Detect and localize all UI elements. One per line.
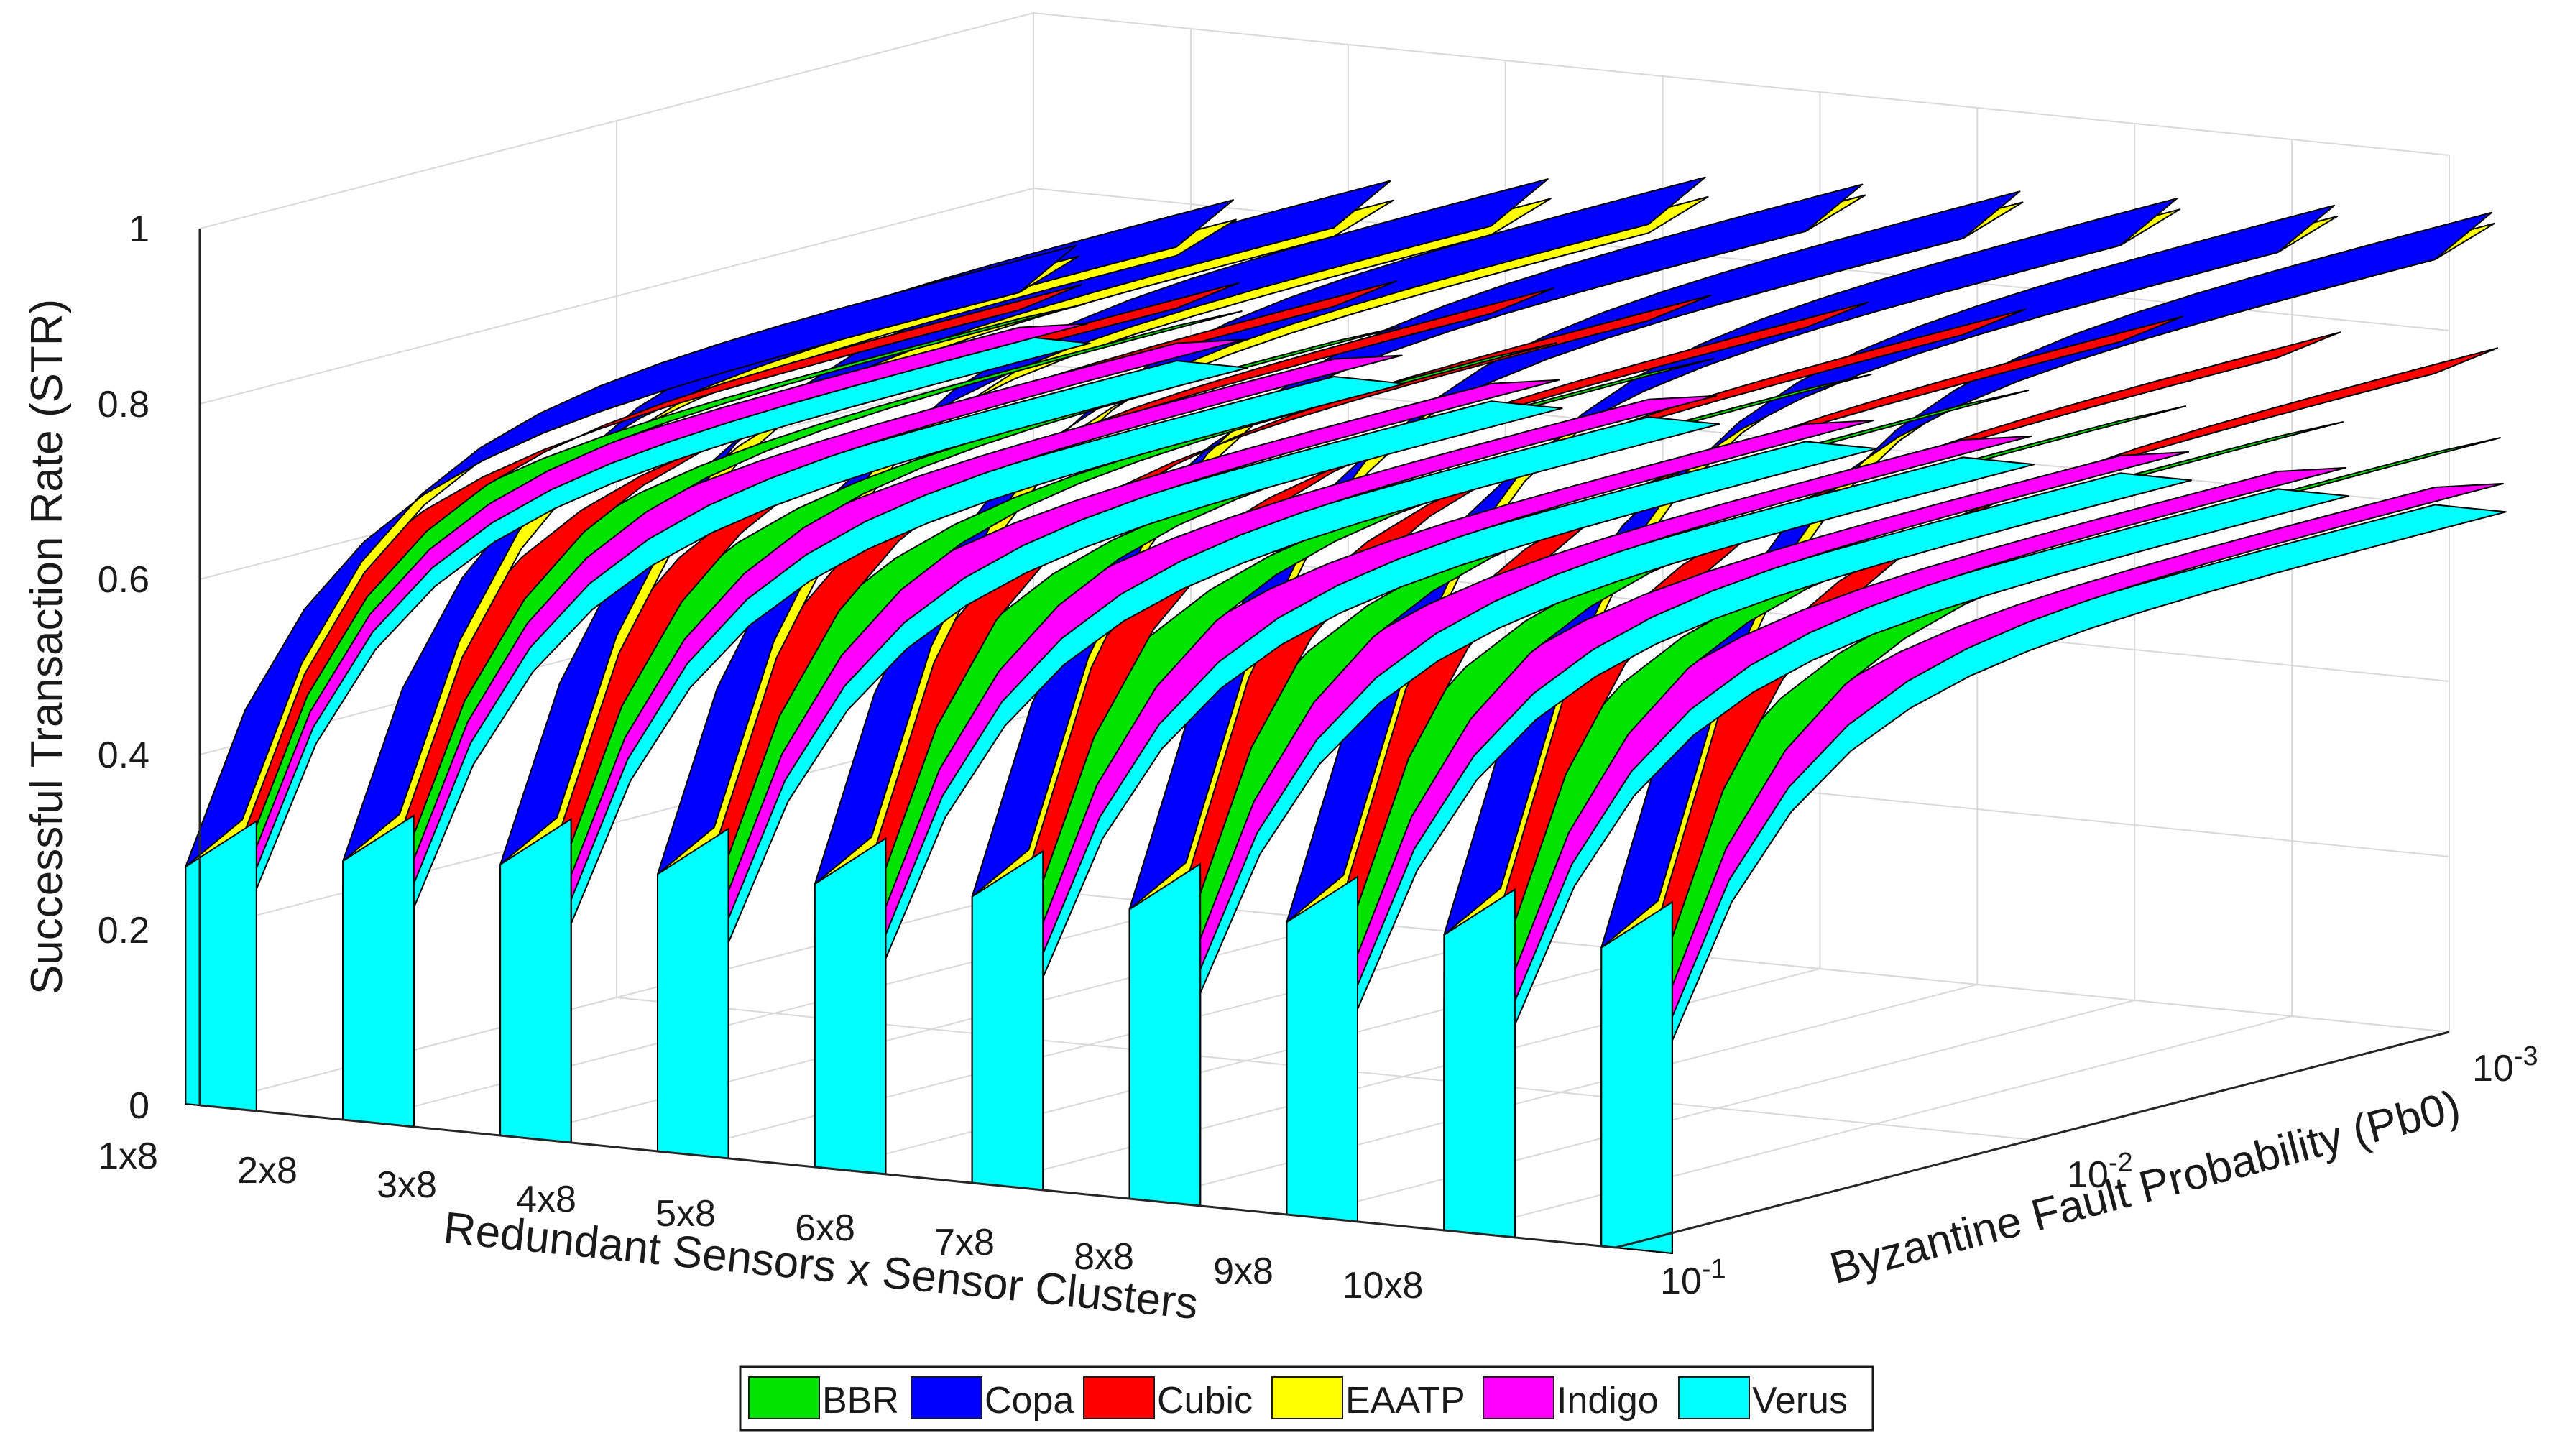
z-tick-label: 0 — [129, 1085, 149, 1127]
x-tick-label: 9x8 — [1213, 1250, 1273, 1292]
y-axis-ticks: 10-1 10-2 10-3 — [1660, 1041, 2538, 1302]
legend-label-bbr: BBR — [822, 1380, 899, 1422]
surface-bbr-3x8 — [499, 326, 1400, 906]
legend-label-cubic: Cubic — [1157, 1380, 1253, 1422]
y-axis-title: Byzantine Fault Probability (Pb0) — [1825, 1081, 2465, 1294]
surface-copa-4x8 — [657, 178, 1549, 875]
x-tick-label: 8x8 — [1074, 1236, 1134, 1278]
x-tick-label: 10x8 — [1342, 1265, 1424, 1307]
y-tick-label: 10-1 — [1660, 1254, 1726, 1302]
surface-front-copa-10x8 — [1600, 900, 1673, 1255]
surface-cubic-1x8 — [185, 284, 1082, 874]
legend-swatch-eaatp — [1271, 1376, 1343, 1419]
surface-front-copa-2x8 — [342, 814, 415, 1128]
legend-swatch-cubic — [1083, 1376, 1155, 1419]
surface-group — [185, 176, 2507, 1255]
legend-swatch-indigo — [1483, 1376, 1554, 1419]
legend: BBR Copa Cubic EAATP Indigo Verus — [739, 1365, 1874, 1432]
surface-front-copa-1x8 — [185, 819, 257, 1112]
x-tick-label: 1x8 — [98, 1135, 158, 1177]
surface-bbr-6x8 — [971, 374, 1872, 953]
surface-cubic-2x8 — [342, 282, 1240, 883]
surface-front-copa-8x8 — [1286, 875, 1358, 1223]
x-tick-label: 7x8 — [934, 1222, 995, 1263]
z-tick-label: 1 — [129, 208, 149, 250]
surface-front-copa-7x8 — [1128, 862, 1202, 1207]
x-tick-label: 5x8 — [655, 1193, 716, 1235]
legend-swatch-verus — [1678, 1376, 1750, 1419]
z-axis-title: Successful Transaction Rate (STR) — [22, 299, 72, 995]
z-tick-label: 0.2 — [98, 910, 149, 952]
z-tick-label: 0.6 — [98, 559, 149, 601]
z-tick-label: 0.4 — [98, 734, 149, 776]
legend-label-copa: Copa — [985, 1380, 1074, 1422]
x-tick-label: 4x8 — [516, 1179, 576, 1220]
z-tick-label: 0.8 — [98, 384, 149, 425]
x-axis-line — [199, 1104, 1616, 1249]
surface-front-copa-3x8 — [499, 817, 572, 1144]
axis-lines — [198, 229, 2450, 1249]
surface-front-copa-5x8 — [814, 837, 887, 1176]
surface-bbr-5x8 — [814, 358, 1715, 937]
z-axis-ticks: 0 0.2 0.4 0.6 0.8 1 — [98, 208, 149, 1127]
surface-front-copa-9x8 — [1443, 888, 1516, 1239]
y-tick-label: 10-3 — [2472, 1041, 2538, 1089]
surface-front-copa-4x8 — [657, 827, 729, 1160]
x-tick-label: 6x8 — [795, 1207, 855, 1249]
x-axis-ticks: 1x8 2x8 3x8 4x8 5x8 6x8 7x8 8x8 9x8 10x8 — [98, 1135, 1423, 1307]
surface-copa-1x8 — [185, 244, 1077, 867]
legend-label-eaatp: EAATP — [1345, 1380, 1465, 1422]
x-tick-label: 3x8 — [377, 1164, 437, 1206]
x-tick-label: 2x8 — [237, 1150, 298, 1192]
legend-swatch-copa — [911, 1376, 982, 1419]
legend-swatch-bbr — [748, 1376, 820, 1419]
y-axis-line — [1615, 1031, 2450, 1249]
legend-label-verus: Verus — [1752, 1380, 1848, 1422]
surface-front-copa-6x8 — [971, 849, 1044, 1192]
legend-label-indigo: Indigo — [1557, 1380, 1659, 1422]
y-tick-label: 10-2 — [2067, 1148, 2133, 1196]
y-gridline — [616, 121, 2033, 1141]
surface-bbr-4x8 — [657, 342, 1557, 921]
